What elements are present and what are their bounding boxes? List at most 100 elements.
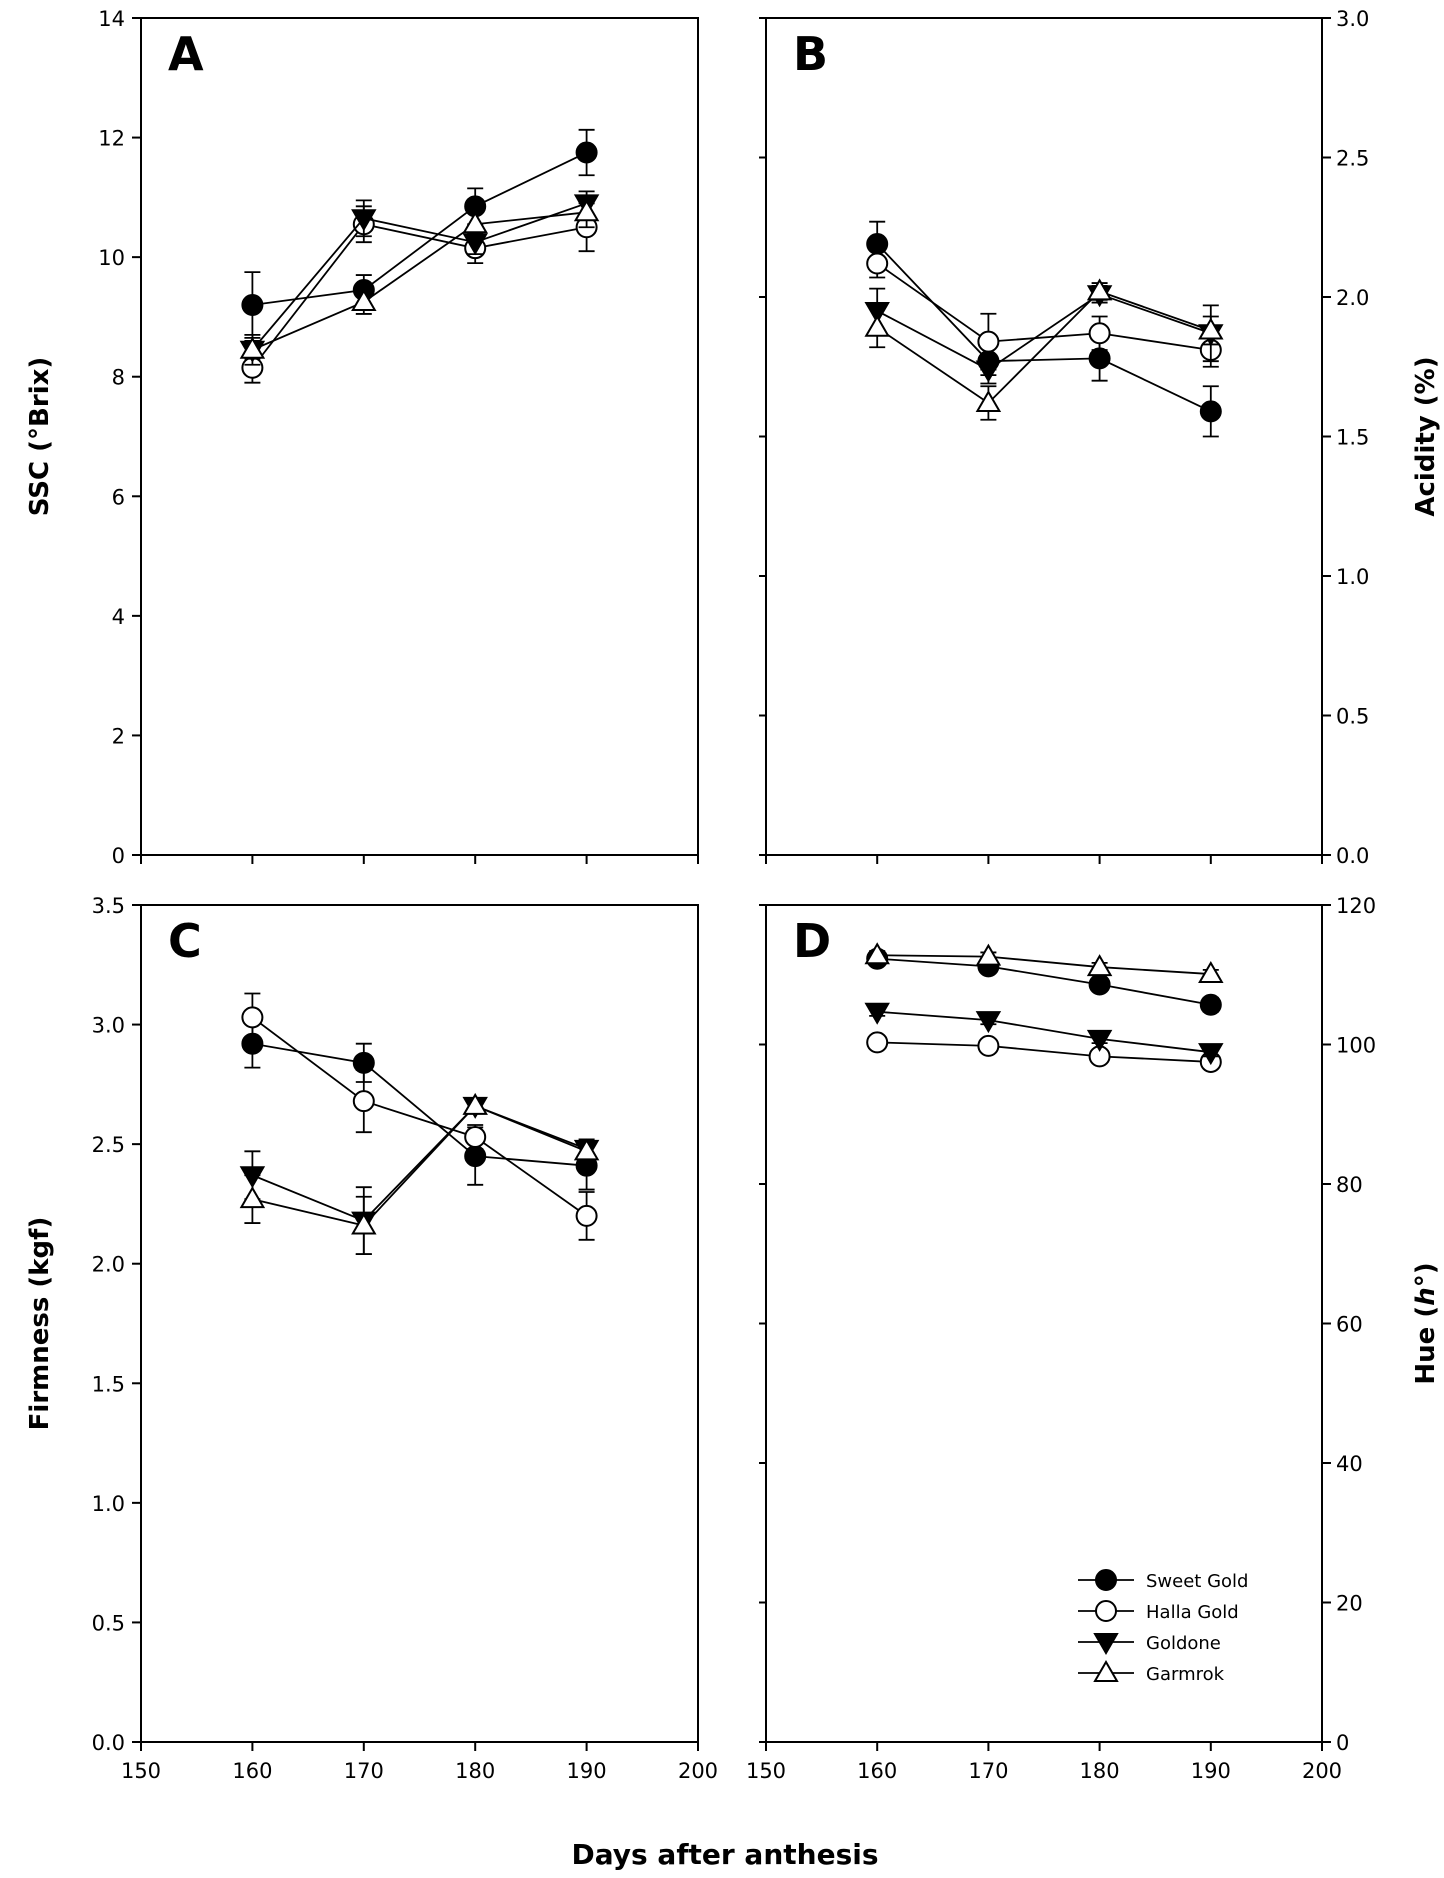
data-point xyxy=(575,141,598,164)
data-point xyxy=(462,1092,488,1115)
series-garmrok xyxy=(864,942,1224,984)
y-tick-label: 3.0 xyxy=(1336,7,1369,31)
x-tick-label: 190 xyxy=(1191,1759,1231,1783)
y-axis-title: SSC (°Brix) xyxy=(25,357,55,517)
data-point xyxy=(866,1031,889,1054)
panel-label: B xyxy=(793,27,828,81)
data-point xyxy=(864,314,890,337)
panel-label: D xyxy=(793,914,831,968)
data-point xyxy=(977,1034,1000,1057)
x-tick-label: 150 xyxy=(746,1759,786,1783)
legend-marker xyxy=(1093,1633,1119,1655)
series-goldone xyxy=(864,1002,1224,1066)
y-axis-title-italic: h xyxy=(1411,1287,1441,1306)
panel-label: C xyxy=(168,914,202,968)
series-line xyxy=(877,957,1211,1006)
data-point xyxy=(239,1186,266,1209)
y-tick-label: 0.0 xyxy=(1336,844,1369,868)
y-axis-title-part: Hue ( xyxy=(1411,1306,1441,1385)
y-tick-label: 1.5 xyxy=(92,1372,125,1396)
data-point xyxy=(573,199,600,222)
y-tick-label: 2.0 xyxy=(92,1253,125,1277)
y-tick-label: 3.5 xyxy=(92,894,125,918)
y-tick-label: 3.0 xyxy=(92,1014,125,1038)
x-tick-label: 190 xyxy=(567,1759,607,1783)
data-point xyxy=(464,1125,487,1148)
data-point xyxy=(241,293,264,316)
y-tick-label: 2 xyxy=(112,724,125,748)
data-point xyxy=(1086,1029,1113,1052)
data-point xyxy=(1088,347,1111,370)
series-line xyxy=(877,954,1211,975)
series-line xyxy=(251,202,587,351)
data-point xyxy=(352,1090,375,1113)
series-line xyxy=(876,290,1212,405)
panel-d: D 150 160 170 180 190 200 0 20 40 60 80 100 120 Hue (h… xyxy=(746,894,1441,1783)
data-point xyxy=(1199,993,1222,1016)
x-tick-label: 200 xyxy=(678,1759,718,1783)
y-tick-label: 120 xyxy=(1336,894,1376,918)
legend-marker xyxy=(1095,1600,1117,1622)
data-point xyxy=(239,336,266,359)
data-point xyxy=(351,288,377,311)
y-tick-label: 2.0 xyxy=(1336,286,1369,310)
legend-entry: Garmrok xyxy=(1078,1660,1225,1685)
data-point xyxy=(351,209,377,232)
legend-label: Sweet Gold xyxy=(1146,1571,1248,1592)
x-tick-label: 170 xyxy=(968,1759,1008,1783)
legend-label: Halla Gold xyxy=(1146,1602,1239,1623)
series-line xyxy=(876,262,1211,351)
data-point xyxy=(1086,278,1113,301)
y-tick-label: 6 xyxy=(112,485,125,509)
y-axis-title: Acidity (%) xyxy=(1411,356,1441,516)
data-point xyxy=(241,1006,264,1029)
panel-label: A xyxy=(168,27,204,81)
y-tick-label: 60 xyxy=(1336,1313,1363,1337)
y-tick-label: 4 xyxy=(112,605,125,629)
y-tick-label: 0.5 xyxy=(1336,705,1369,729)
panel-c: C 150 160 170 180 190 200 0.0 0.5 1.0 1.5 2.0 2.5 3.0… xyxy=(25,894,718,1783)
series-garmrok xyxy=(239,1092,600,1256)
y-axis-title-suffix: °) xyxy=(1411,1262,1441,1287)
series-line xyxy=(252,211,587,351)
plot-frame xyxy=(140,904,699,1743)
x-tick-label: 180 xyxy=(455,1759,495,1783)
data-point xyxy=(864,942,890,965)
y-tick-label: 0 xyxy=(112,844,125,868)
y-tick-label: 8 xyxy=(112,366,125,390)
legend-label: Garmrok xyxy=(1146,1664,1225,1685)
data-point xyxy=(462,211,488,234)
data-point xyxy=(351,1212,377,1235)
legend: Sweet Gold Halla Gold Goldone Garmrok xyxy=(1078,1569,1248,1685)
x-tick-label: 170 xyxy=(344,1759,384,1783)
series-sweet-gold xyxy=(241,128,598,339)
data-point xyxy=(975,943,1002,966)
y-axis-title: Firmness (kgf) xyxy=(25,1217,55,1431)
series-line xyxy=(251,223,587,369)
panels: A 0 2 4 6 8 10 12 14 SSC (°Brix) B 0.0 0.5 1.0 1.5 2.0 2… xyxy=(25,7,1441,1783)
x-tick-label: 150 xyxy=(121,1759,161,1783)
data-point xyxy=(975,390,1002,413)
data-point xyxy=(1088,322,1111,345)
data-point xyxy=(575,1204,598,1227)
y-tick-label: 14 xyxy=(98,7,125,31)
data-point xyxy=(977,330,1000,353)
x-axis-title: Days after anthesis xyxy=(571,1838,878,1871)
x-tick-label: 160 xyxy=(232,1759,272,1783)
x-tick-label: 200 xyxy=(1302,1759,1342,1783)
y-axis-title: Hue (h°) xyxy=(1411,1262,1441,1384)
data-point xyxy=(1198,317,1224,340)
y-tick-label: 40 xyxy=(1336,1452,1363,1476)
data-point xyxy=(1199,400,1222,423)
data-point xyxy=(1198,1043,1224,1066)
data-point xyxy=(1088,973,1111,996)
y-tick-label: 20 xyxy=(1336,1592,1363,1616)
legend-entry: Halla Gold xyxy=(1078,1600,1239,1623)
legend-label: Goldone xyxy=(1146,1633,1221,1654)
y-tick-label: 0.0 xyxy=(92,1731,125,1755)
series-halla-gold xyxy=(866,1031,1222,1073)
y-tick-label: 100 xyxy=(1336,1034,1376,1058)
plot-frame xyxy=(140,17,699,856)
